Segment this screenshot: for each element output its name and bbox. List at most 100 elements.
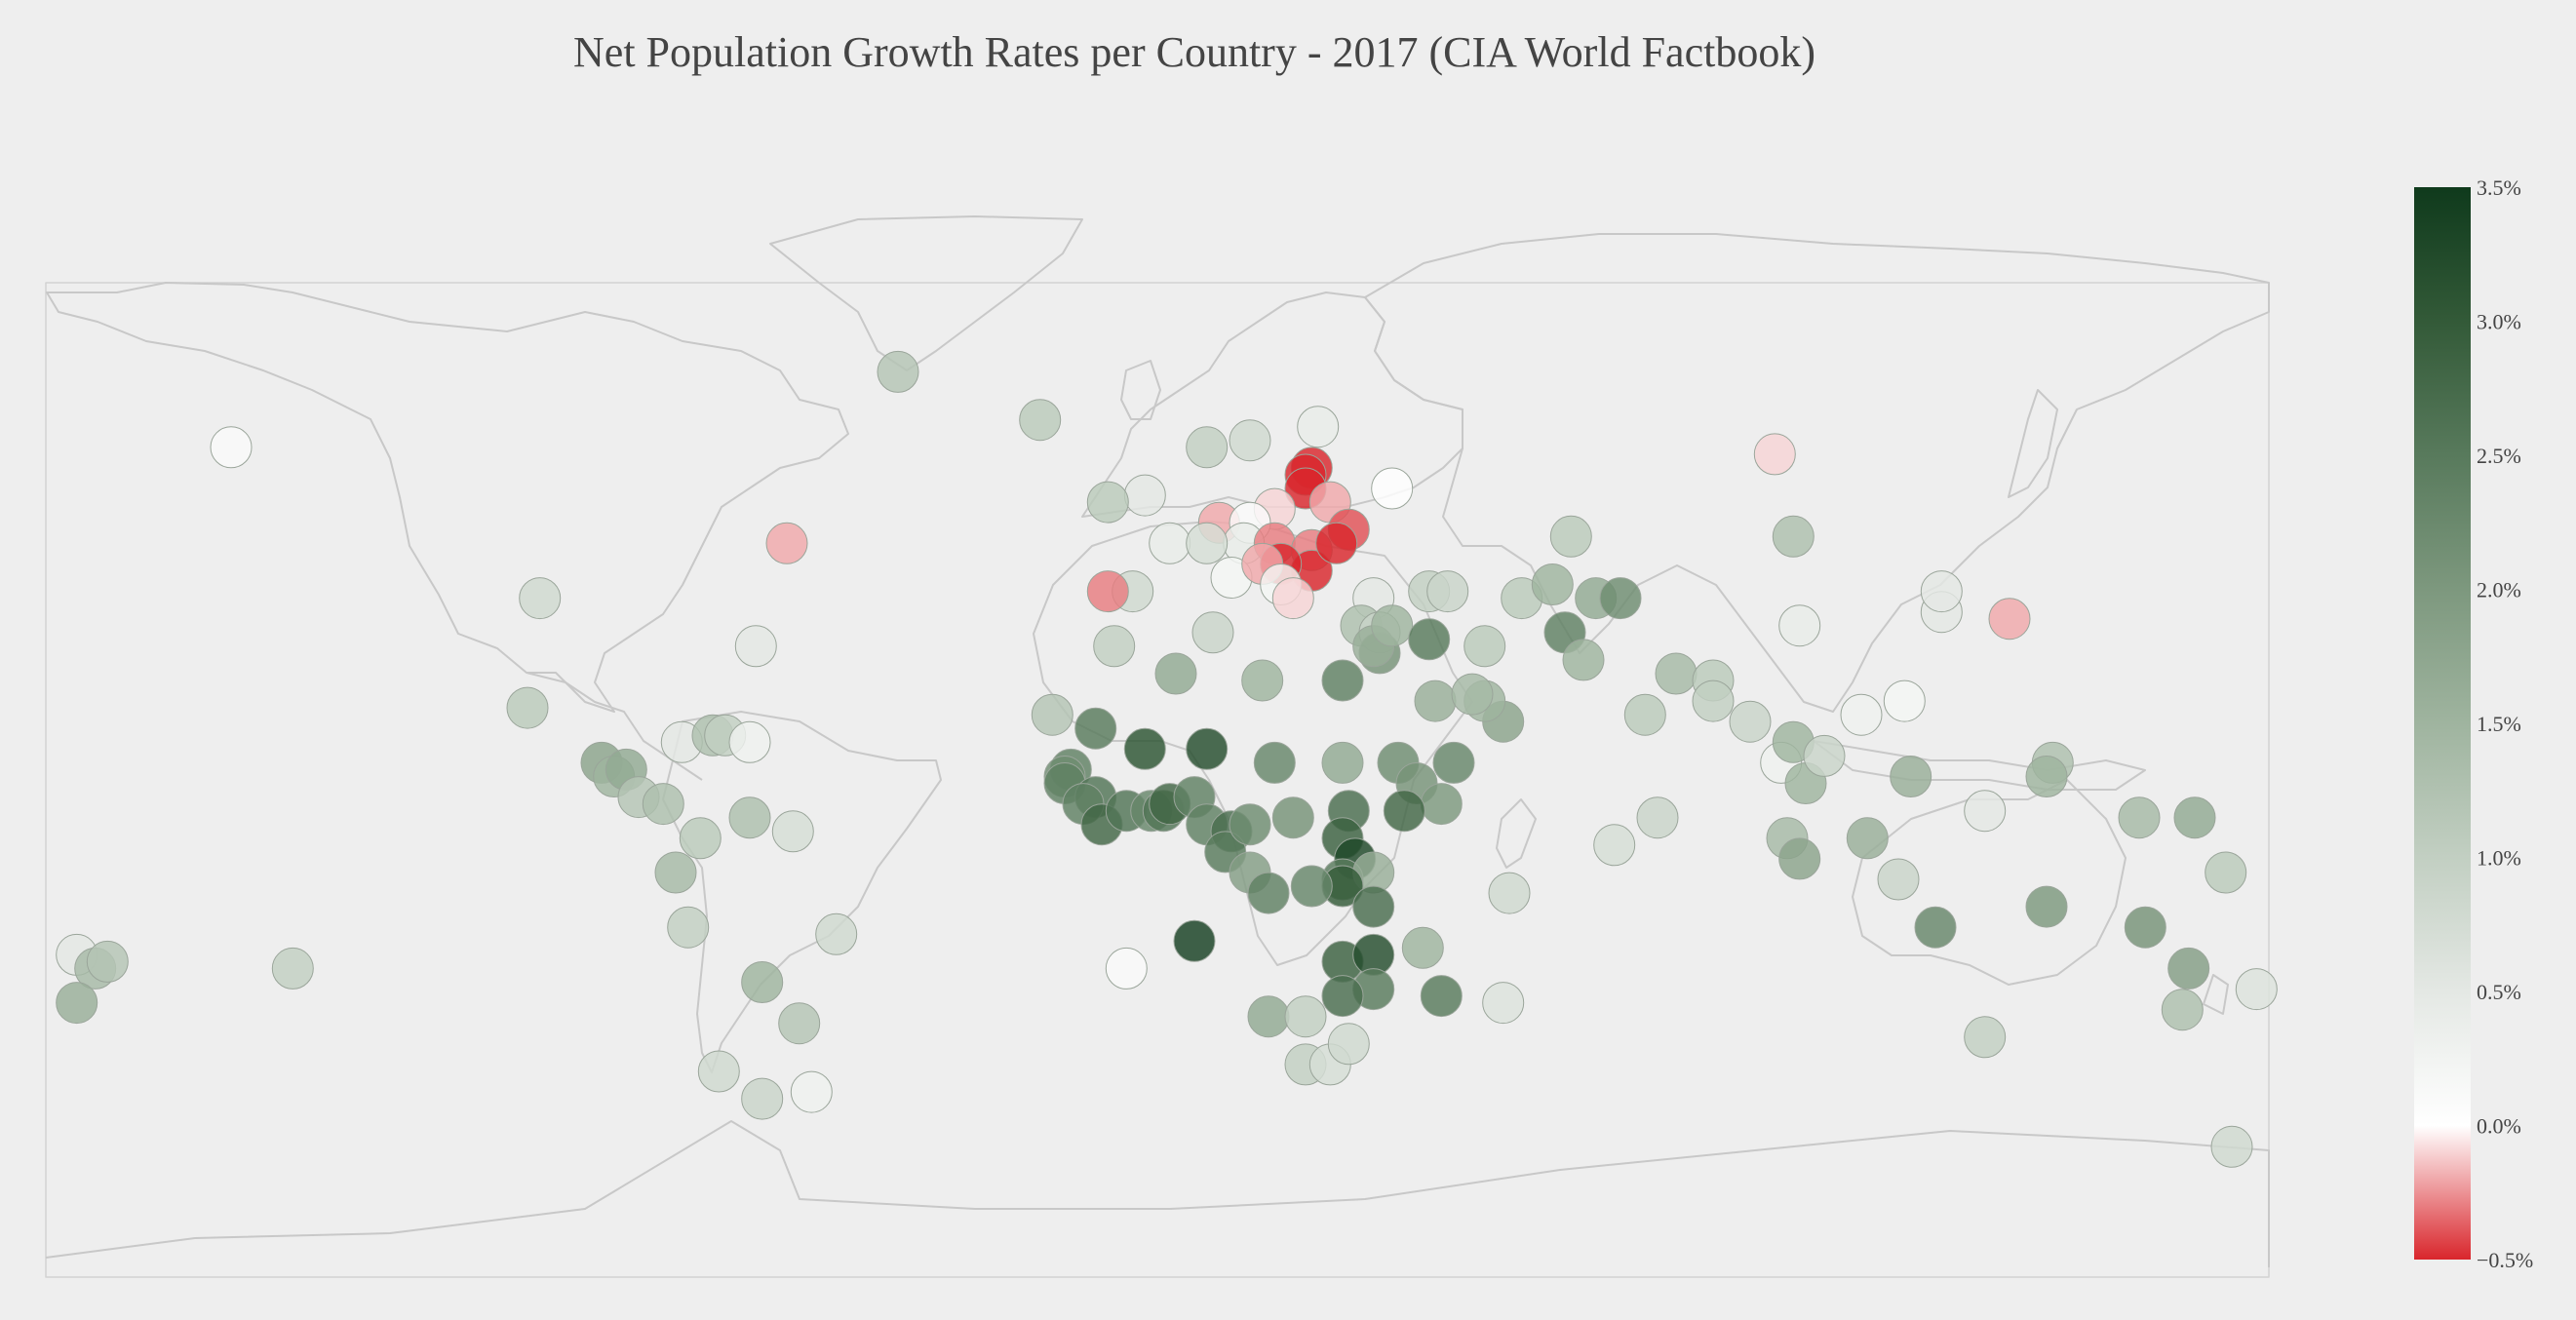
- country-marker[interactable]: 0.5%: [1123, 474, 1166, 517]
- country-marker[interactable]: 2.7%: [1352, 885, 1395, 928]
- country-marker[interactable]: 0.3%: [1840, 693, 1883, 736]
- country-marker[interactable]: 0.9%: [1729, 700, 1772, 743]
- country-marker[interactable]: 1.2%: [778, 1002, 821, 1045]
- country-marker[interactable]: 1%: [1692, 679, 1735, 722]
- country-marker[interactable]: 1.7%: [1321, 741, 1364, 784]
- country-marker[interactable]: 0.1%: [210, 426, 253, 469]
- country-marker[interactable]: 0.4%: [1778, 604, 1821, 647]
- country-marker[interactable]: -1.1%: [1315, 522, 1358, 564]
- country-marker[interactable]: 2%: [2025, 885, 2068, 928]
- country-marker[interactable]: 0.8%: [1327, 1023, 1370, 1066]
- country-marker[interactable]: 0.1%: [1105, 947, 1148, 990]
- country-marker[interactable]: 2.3%: [1914, 906, 1957, 949]
- country-marker[interactable]: 0.3%: [790, 1070, 833, 1113]
- country-marker[interactable]: 2.4%: [1247, 872, 1290, 914]
- country-marker[interactable]: 1.1%: [2205, 851, 2247, 894]
- country-marker[interactable]: 1.5%: [1371, 604, 1414, 647]
- country-marker[interactable]: 1.3%: [1772, 515, 1815, 558]
- country-marker[interactable]: 1%: [1186, 426, 1229, 469]
- country-marker[interactable]: 1.3%: [642, 783, 684, 826]
- country-marker[interactable]: -0.2%: [765, 522, 808, 564]
- country-marker[interactable]: 0.9%: [1877, 858, 1920, 901]
- country-marker[interactable]: 1.3%: [728, 796, 771, 839]
- country-marker[interactable]: 3.2%: [1186, 727, 1229, 770]
- country-marker[interactable]: 1.1%: [1549, 515, 1592, 558]
- country-marker[interactable]: 2.2%: [1229, 803, 1271, 846]
- country-marker[interactable]: 1.5%: [2025, 756, 2068, 797]
- country-marker[interactable]: 1.1%: [1019, 399, 1062, 442]
- country-marker[interactable]: 2%: [1420, 783, 1463, 826]
- country-marker[interactable]: 1.5%: [1562, 639, 1605, 681]
- country-marker[interactable]: 1.5%: [1241, 659, 1284, 702]
- country-marker[interactable]: 2.3%: [1290, 865, 1333, 908]
- country-marker[interactable]: 2.7%: [1321, 975, 1364, 1018]
- country-marker[interactable]: 0.7%: [1186, 522, 1229, 564]
- country-marker[interactable]: 0.6%: [1482, 982, 1525, 1025]
- country-marker[interactable]: 1.1%: [1464, 625, 1506, 668]
- country-marker[interactable]: 2.3%: [1253, 741, 1296, 784]
- country-marker[interactable]: 1.6%: [1890, 756, 1932, 797]
- country-marker[interactable]: 0.3%: [728, 720, 771, 763]
- country-marker[interactable]: 1.6%: [1414, 679, 1457, 722]
- country-marker[interactable]: 1.5%: [741, 961, 784, 1003]
- country-marker[interactable]: 0.8%: [2210, 1125, 2253, 1168]
- country-marker[interactable]: 0.8%: [519, 577, 562, 620]
- country-marker[interactable]: 0.5%: [734, 625, 777, 668]
- country-marker[interactable]: 2.5%: [1408, 618, 1451, 661]
- country-marker[interactable]: 1.4%: [654, 851, 697, 894]
- country-marker[interactable]: 1.5%: [1401, 926, 1444, 969]
- country-markers[interactable]: 0.1%0.8%1.1%-0.2%1.2%1.1%0.5%1.8%1.5%1.7…: [56, 350, 2278, 1168]
- country-marker[interactable]: 1.1%: [679, 817, 722, 860]
- country-marker[interactable]: 0.9%: [1803, 734, 1846, 777]
- country-marker[interactable]: 1%: [1093, 625, 1136, 668]
- country-marker[interactable]: 0.7%: [1593, 824, 1636, 867]
- country-marker[interactable]: -0.3%: [1086, 570, 1129, 613]
- country-marker[interactable]: -0.1%: [1753, 433, 1796, 476]
- country-marker[interactable]: 0.8%: [697, 1050, 740, 1093]
- country-marker[interactable]: 1.4%: [1451, 673, 1494, 716]
- country-marker[interactable]: 0.4%: [1149, 522, 1191, 564]
- country-marker[interactable]: 1.2%: [877, 350, 919, 393]
- country-marker[interactable]: 2.3%: [1432, 741, 1475, 784]
- country-marker[interactable]: 1%: [1964, 1016, 2007, 1059]
- country-marker[interactable]: 1.1%: [1623, 693, 1666, 736]
- country-marker[interactable]: 1.8%: [1778, 837, 1821, 880]
- country-marker[interactable]: 1.2%: [86, 940, 129, 983]
- country-marker[interactable]: 2.4%: [1321, 659, 1364, 702]
- country-marker[interactable]: 1.6%: [56, 982, 98, 1025]
- country-marker[interactable]: 2.1%: [2124, 906, 2166, 949]
- country-marker[interactable]: 1%: [1284, 995, 1327, 1038]
- country-marker[interactable]: 2.5%: [1074, 707, 1117, 750]
- country-marker[interactable]: 3.4%: [1173, 919, 1216, 962]
- country-marker[interactable]: 2.2%: [1599, 577, 1642, 620]
- country-marker[interactable]: 2.1%: [1271, 796, 1314, 839]
- country-marker[interactable]: 0.8%: [1488, 872, 1531, 914]
- country-marker[interactable]: 0.8%: [815, 912, 858, 955]
- country-marker[interactable]: 1.6%: [1846, 817, 1889, 860]
- country-marker[interactable]: 0.9%: [1191, 611, 1234, 654]
- country-marker[interactable]: 1.4%: [1655, 652, 1698, 695]
- country-marker[interactable]: 1.9%: [2167, 947, 2210, 990]
- country-marker[interactable]: 0.8%: [1229, 419, 1271, 462]
- country-marker[interactable]: 0.5%: [1964, 790, 2007, 833]
- country-marker[interactable]: 1.7%: [1247, 995, 1290, 1038]
- country-marker[interactable]: -0.1%: [1271, 577, 1314, 620]
- country-marker[interactable]: 1.4%: [2118, 796, 2161, 839]
- country-marker[interactable]: -0.2%: [1988, 598, 2031, 641]
- country-marker[interactable]: 3.1%: [1123, 727, 1166, 770]
- country-marker[interactable]: 0.9%: [1636, 796, 1679, 839]
- country-marker[interactable]: 1.2%: [1031, 693, 1073, 736]
- country-marker[interactable]: 0.9%: [1426, 570, 1469, 613]
- country-marker[interactable]: 0.9%: [741, 1077, 784, 1120]
- country-marker[interactable]: 1.1%: [1086, 481, 1129, 524]
- country-marker[interactable]: 0.6%: [2235, 968, 2278, 1011]
- country-marker[interactable]: 2.5%: [1420, 975, 1463, 1018]
- country-marker[interactable]: 0%: [1371, 467, 1414, 510]
- country-marker[interactable]: 0.7%: [771, 810, 814, 853]
- country-marker[interactable]: 1.1%: [506, 686, 549, 729]
- country-marker[interactable]: 2.8%: [1383, 790, 1425, 833]
- country-marker[interactable]: 0.4%: [1297, 406, 1340, 448]
- country-marker[interactable]: 1.7%: [2173, 796, 2216, 839]
- country-marker[interactable]: 0.5%: [1920, 570, 1963, 613]
